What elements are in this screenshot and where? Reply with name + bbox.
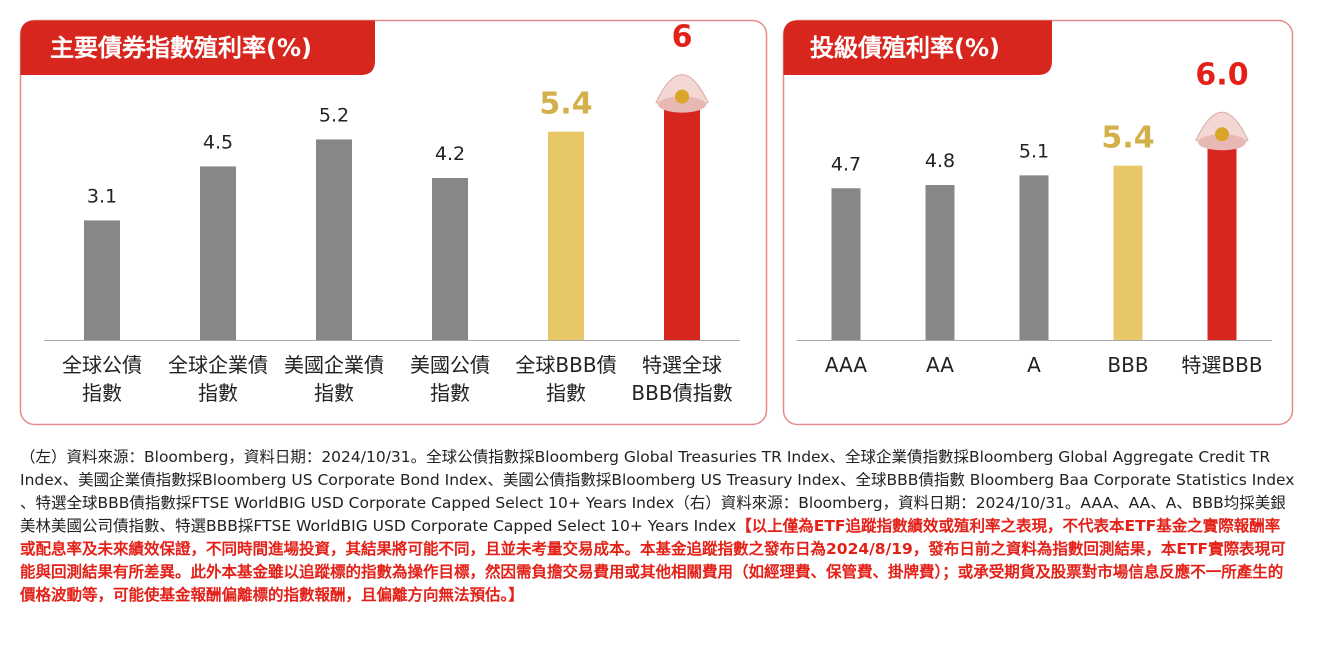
- x-tick-label: 美國企業債: [284, 353, 384, 377]
- right-title-tab: [783, 20, 1052, 75]
- x-tick-label: 全球BBB債: [515, 353, 616, 377]
- bar: [200, 166, 236, 340]
- pearl-icon: [1198, 134, 1246, 151]
- x-tick-label: BBB: [1107, 353, 1148, 377]
- footnote-text: （左）資料來源：Bloomberg，資料日期：2024/10/31。全球公債指數…: [20, 448, 1295, 535]
- x-tick-label: 全球企業債: [168, 353, 268, 377]
- chart-title: 投級債殖利率(%): [810, 34, 1000, 62]
- bar: [84, 220, 120, 340]
- charts: 主要債券指數殖利率(%) 投級債殖利率(%) 3.1 全球公債指數 4.5 全球企業債…: [19, 19, 1294, 426]
- chart-title: 主要債券指數殖利率(%): [50, 34, 312, 62]
- bar: [925, 185, 955, 340]
- value-label: 5.2: [319, 104, 349, 126]
- x-tick-label: BBB債指數: [631, 381, 732, 405]
- bar: [548, 131, 584, 340]
- value-label: 4.5: [203, 131, 233, 153]
- value-label: 4.7: [831, 153, 861, 175]
- value-label: 5.4: [1101, 121, 1154, 156]
- x-tick-label: 指數: [198, 381, 238, 405]
- value-label: 5.1: [1019, 140, 1049, 162]
- x-tick-label: AAA: [825, 353, 867, 377]
- bar: [1113, 165, 1143, 340]
- x-tick-label: 美國公債: [410, 353, 490, 377]
- x-tick-label: 特選BBB: [1181, 353, 1262, 377]
- value-label: 4.8: [925, 150, 955, 172]
- pearl-icon: [675, 89, 689, 104]
- bar: [1207, 146, 1237, 340]
- x-tick-label: 指數: [82, 381, 122, 405]
- value-label: 4.2: [435, 143, 465, 165]
- pearl-icon: [658, 96, 706, 113]
- left-title-tab: [20, 20, 375, 75]
- x-tick-label: 全球公債: [62, 353, 142, 377]
- x-tick-label: A: [1027, 353, 1041, 377]
- x-tick-label: 指數: [546, 381, 586, 405]
- value-label: 5.4: [539, 87, 592, 122]
- footnote: （左）資料來源：Bloomberg，資料日期：2024/10/31。全球公債指數…: [20, 446, 1295, 607]
- x-tick-label: 特選全球: [642, 353, 722, 377]
- left-panel: [19, 19, 768, 426]
- x-tick-label: AA: [926, 353, 954, 377]
- bar: [432, 178, 468, 340]
- x-tick-label: 指數: [314, 381, 354, 405]
- bar: [1019, 175, 1049, 340]
- bar: [831, 188, 861, 340]
- disclaimer: 【以上僅為ETF追蹤指數績效或殖利率之表現，不代表本ETF基金之實際報酬率或配息…: [20, 517, 1286, 604]
- pearl-icon: [1215, 127, 1229, 142]
- x-tick-label: 指數: [430, 381, 470, 405]
- bar: [316, 139, 352, 340]
- value-label: 3.1: [87, 185, 117, 207]
- bar: [664, 108, 700, 340]
- value-label: 6.0: [1195, 57, 1248, 92]
- value-label: 6: [672, 20, 693, 55]
